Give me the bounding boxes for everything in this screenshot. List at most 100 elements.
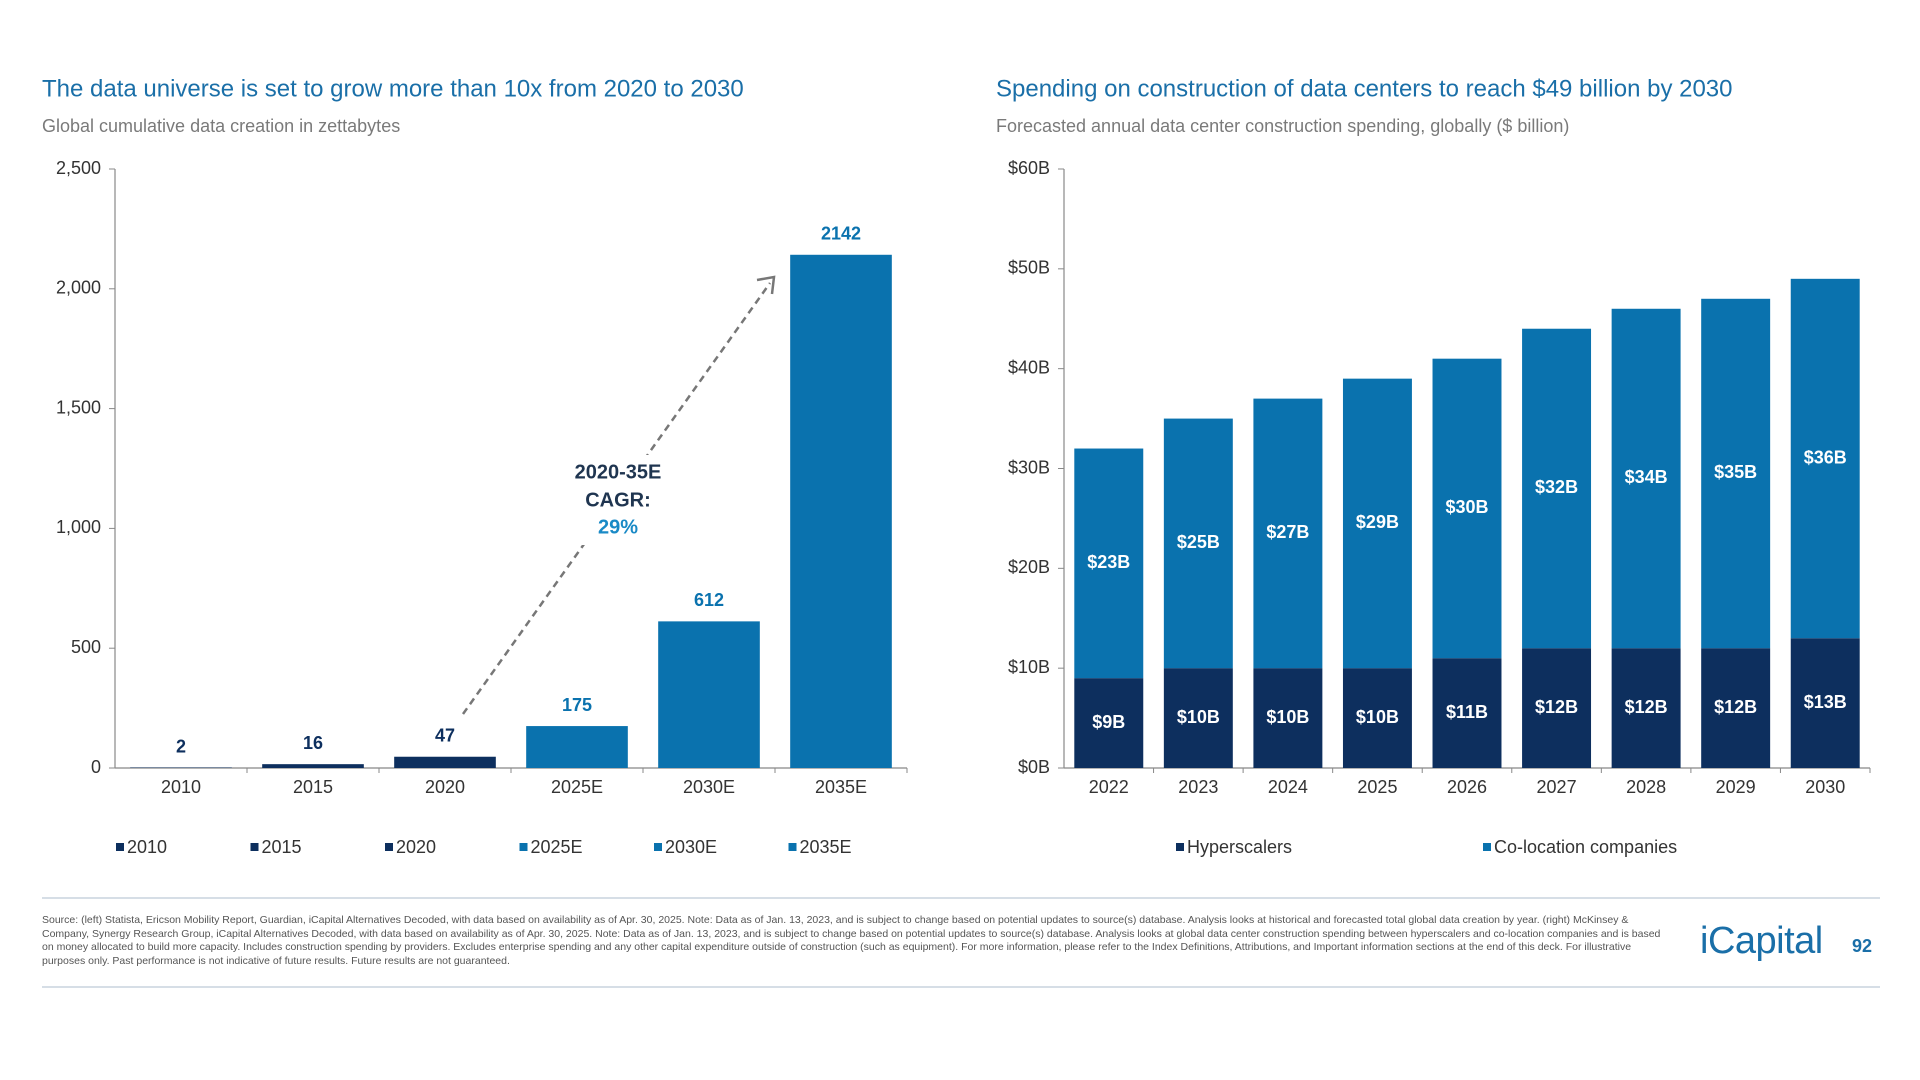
data-label: $11B <box>1446 702 1488 722</box>
bar <box>790 254 892 768</box>
bar-segment <box>1074 448 1144 679</box>
bar <box>394 756 496 768</box>
x-tick-label: 2030 <box>1805 777 1845 797</box>
x-tick-label: 2027 <box>1537 777 1577 797</box>
data-label: $10B <box>1356 707 1399 727</box>
data-label: $35B <box>1714 462 1757 482</box>
bar-segment <box>1432 358 1502 659</box>
bar-segment <box>1342 378 1412 669</box>
annotation-bg <box>550 455 686 545</box>
data-label: $13B <box>1804 692 1847 712</box>
y-tick-label: $20B <box>1008 557 1050 577</box>
data-label: $9B <box>1092 712 1125 732</box>
data-label: 2142 <box>821 224 861 244</box>
legend-label: Hyperscalers <box>1187 837 1292 857</box>
chart-title: Spending on construction of data centers… <box>996 75 1733 102</box>
y-tick-label: $0B <box>1018 757 1050 777</box>
data-label: $10B <box>1177 707 1220 727</box>
chart-subtitle: Global cumulative data creation in zetta… <box>42 116 400 136</box>
y-tick-label: 500 <box>71 637 101 657</box>
data-label: $36B <box>1804 447 1847 467</box>
legend-swatch <box>250 843 259 851</box>
legend-label: 2010 <box>127 837 167 857</box>
y-tick-label: $40B <box>1008 357 1050 377</box>
x-tick-label: 2030E <box>683 777 735 797</box>
data-label: $27B <box>1266 522 1309 542</box>
legend-label: 2020 <box>396 837 436 857</box>
bar-segment <box>1611 648 1681 768</box>
data-label: 16 <box>303 733 323 753</box>
bar <box>262 764 364 768</box>
y-tick-label: 1,000 <box>56 517 101 537</box>
x-tick-label: 2035E <box>815 777 867 797</box>
y-tick-label: 0 <box>91 757 101 777</box>
data-label: 2 <box>176 736 186 756</box>
y-tick-label: $50B <box>1008 258 1050 278</box>
annotation-highlight: 29% <box>598 516 638 538</box>
data-label: 175 <box>562 695 592 715</box>
chart-subtitle: Forecasted annual data center constructi… <box>996 116 1569 136</box>
data-label: $25B <box>1177 532 1220 552</box>
data-label: $29B <box>1356 512 1399 532</box>
x-tick-label: 2025E <box>551 777 603 797</box>
annotation-text: CAGR: <box>585 489 651 511</box>
legend-label: 2030E <box>665 837 717 857</box>
bar <box>526 726 628 768</box>
bar-segment <box>1522 328 1592 649</box>
y-tick-label: 2,500 <box>56 158 101 178</box>
legend-swatch <box>385 843 393 851</box>
bar-segment <box>1432 658 1502 768</box>
x-tick-label: 2020 <box>425 777 465 797</box>
legend-label: 2035E <box>800 837 852 857</box>
cagr-arrowhead <box>756 275 776 295</box>
data-label: $12B <box>1625 697 1668 717</box>
bar-segment <box>1163 418 1233 669</box>
annotation-text: 2020-35E <box>575 461 662 483</box>
x-tick-label: 2029 <box>1716 777 1756 797</box>
legend-swatch <box>1176 843 1184 851</box>
data-label: 47 <box>435 725 455 745</box>
bar-segment <box>1253 668 1323 768</box>
bar-segment <box>1522 648 1592 768</box>
y-tick-label: $30B <box>1008 457 1050 477</box>
y-tick-label: $10B <box>1008 657 1050 677</box>
x-tick-label: 2026 <box>1447 777 1487 797</box>
bar-segment <box>1253 398 1323 669</box>
legend-label: Co-location companies <box>1494 837 1677 857</box>
y-tick-label: $60B <box>1008 158 1050 178</box>
logo: iCapital <box>1700 920 1823 962</box>
x-tick-label: 2028 <box>1626 777 1666 797</box>
bar-segment <box>1342 668 1412 768</box>
chart-title: The data universe is set to grow more th… <box>42 75 744 102</box>
source-note: Source: (left) Statista, Ericson Mobilit… <box>42 914 1661 967</box>
data-label: $32B <box>1535 477 1578 497</box>
legend-swatch <box>1483 843 1491 851</box>
x-tick-label: 2015 <box>293 777 333 797</box>
legend-swatch <box>116 843 124 851</box>
data-label: $10B <box>1266 707 1309 727</box>
bar-segment <box>1701 298 1771 649</box>
legend-label: 2025E <box>531 837 583 857</box>
legend-swatch <box>788 843 797 851</box>
bar-segment <box>1790 278 1860 639</box>
legend-swatch <box>519 843 528 851</box>
bar-segment <box>1074 678 1144 768</box>
legend-swatch <box>654 843 662 851</box>
bar <box>658 621 760 768</box>
data-label: 612 <box>694 590 724 610</box>
legend-label: 2015 <box>262 837 302 857</box>
data-label: $34B <box>1625 467 1668 487</box>
x-tick-label: 2023 <box>1178 777 1218 797</box>
data-label: $12B <box>1535 697 1578 717</box>
data-label: $30B <box>1445 497 1488 517</box>
bar-segment <box>1790 638 1860 768</box>
x-tick-label: 2024 <box>1268 777 1308 797</box>
data-label: $12B <box>1714 697 1757 717</box>
data-label: $23B <box>1087 552 1130 572</box>
x-tick-label: 2010 <box>161 777 201 797</box>
bar-segment <box>1701 648 1771 768</box>
y-tick-label: 2,000 <box>56 278 101 298</box>
bar-segment <box>1163 668 1233 768</box>
